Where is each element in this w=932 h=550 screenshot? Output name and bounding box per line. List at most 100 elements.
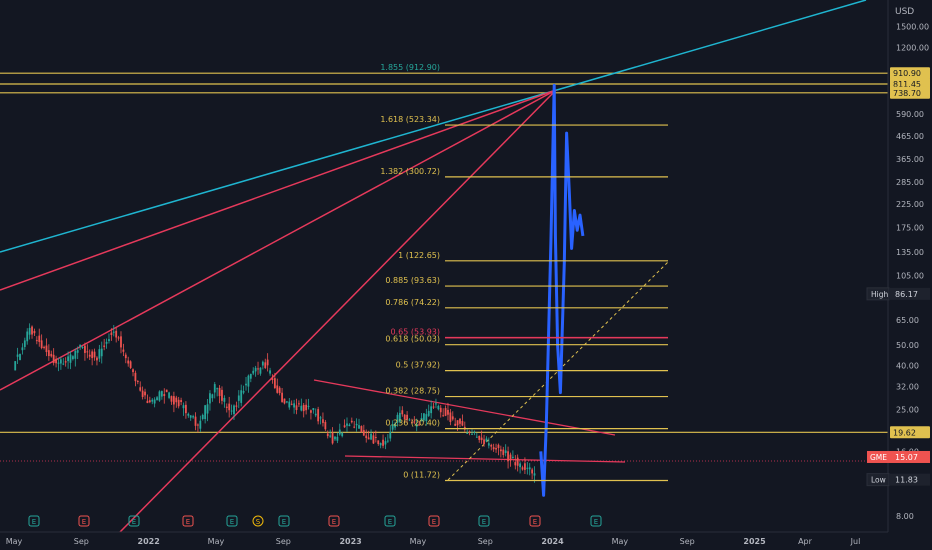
- candle-body: [322, 419, 324, 423]
- candle-body: [346, 423, 348, 426]
- red-fan-line-2: [0, 89, 557, 391]
- time-tick-label: Apr: [798, 537, 813, 546]
- candle-body: [40, 340, 43, 349]
- candle-body: [415, 424, 418, 427]
- candle-body: [74, 350, 77, 359]
- candle-body: [221, 389, 223, 401]
- candle-body: [33, 331, 36, 334]
- red-fan-line-3: [119, 89, 557, 533]
- candle-body: [519, 463, 522, 468]
- candle-body: [163, 394, 166, 396]
- candle-body: [261, 361, 264, 366]
- candle-body: [432, 406, 435, 408]
- candle-body: [504, 450, 507, 453]
- candle-body: [427, 410, 430, 416]
- candle-body: [235, 405, 238, 407]
- price-tick-label: 365.00: [896, 155, 924, 164]
- candle-body: [98, 349, 101, 359]
- candle-body: [329, 435, 332, 437]
- candle-body: [533, 473, 536, 476]
- earnings-event-marker: [128, 515, 140, 527]
- earnings-event-marker: [478, 515, 490, 527]
- candle-body: [23, 340, 26, 347]
- candle-body: [86, 351, 89, 353]
- candle-body: [28, 327, 31, 335]
- event-marker-label: E: [132, 518, 136, 526]
- candle-body: [276, 385, 279, 393]
- candle-body: [245, 383, 247, 386]
- time-tick-label: Sep: [680, 537, 695, 546]
- candle-body: [456, 420, 459, 426]
- candle-body: [93, 351, 96, 358]
- candle-body: [55, 358, 57, 364]
- candle-body: [461, 421, 464, 426]
- fib-level-label-0: 1.855 (912.90): [380, 63, 440, 72]
- candle-body: [213, 384, 216, 393]
- candle-body: [112, 331, 115, 333]
- red-fan-line-1: [0, 89, 557, 291]
- event-marker-label: E: [388, 518, 392, 526]
- candle-body: [468, 431, 471, 433]
- candle-body: [319, 417, 322, 419]
- candle-body: [418, 424, 421, 426]
- candle-body: [14, 361, 17, 371]
- candle-body: [185, 404, 187, 414]
- fib-level-label-1: 1.618 (523.34): [380, 115, 440, 124]
- candle-body: [447, 409, 449, 415]
- candle-body: [59, 359, 62, 364]
- event-marker-label: E: [332, 518, 336, 526]
- candle-body: [228, 403, 231, 411]
- candle-body: [396, 414, 399, 423]
- candle-body: [172, 396, 175, 405]
- level-tag-910-bg: [890, 67, 930, 80]
- price-tick-label: 40.00: [896, 362, 919, 371]
- candle-body: [331, 432, 334, 444]
- candle-body: [278, 387, 281, 394]
- fib-level-label-2: 1.382 (300.72): [380, 167, 440, 176]
- candle-body: [160, 391, 163, 397]
- candle-body: [283, 398, 286, 404]
- ticker-tag: GME: [870, 453, 887, 462]
- candle-body: [266, 359, 269, 366]
- candle-body: [384, 441, 387, 445]
- candle-body: [497, 444, 500, 449]
- candle-body: [148, 400, 151, 403]
- triangle-lower-line: [344, 455, 626, 463]
- candle-body: [336, 436, 339, 441]
- candle-body: [485, 438, 488, 442]
- candle-body: [487, 443, 490, 446]
- event-marker-label: E: [32, 518, 36, 526]
- event-marker-label: E: [82, 518, 86, 526]
- candle-body: [326, 433, 329, 437]
- candle-body: [288, 401, 291, 408]
- candle-body: [324, 421, 327, 430]
- candle-body: [516, 457, 519, 466]
- candle-body: [151, 399, 154, 402]
- time-axis[interactable]: [0, 532, 932, 550]
- candle-body: [420, 417, 423, 422]
- candle-body: [31, 326, 33, 335]
- candle-body: [136, 380, 139, 382]
- earnings-event-marker: [328, 515, 340, 527]
- candle-body: [127, 360, 130, 364]
- candle-body: [108, 339, 110, 342]
- candle-body: [146, 400, 149, 404]
- candle-body: [411, 422, 413, 424]
- candle-body: [305, 404, 308, 411]
- candle-body: [295, 405, 298, 411]
- candle-body: [391, 424, 394, 430]
- candle-body: [103, 345, 106, 347]
- candle-body: [19, 353, 21, 360]
- candle-body: [365, 435, 368, 439]
- candle-body: [81, 347, 84, 349]
- candle-body: [439, 407, 442, 413]
- squeeze-projection-path: [539, 83, 585, 497]
- candle-body: [206, 404, 209, 414]
- price-tick-label: 135.00: [896, 248, 924, 257]
- candle-body: [105, 341, 108, 344]
- price-tick-label: 8.00: [896, 512, 914, 521]
- candle-body: [408, 419, 411, 421]
- candle-body: [389, 431, 392, 439]
- candle-body: [386, 440, 389, 442]
